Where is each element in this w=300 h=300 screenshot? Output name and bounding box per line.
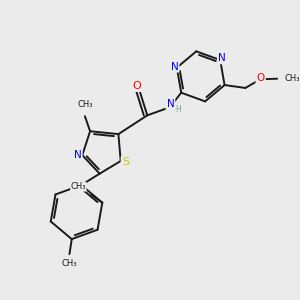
- Text: CH₃: CH₃: [62, 259, 77, 268]
- Text: H: H: [176, 105, 181, 114]
- Text: CH₃: CH₃: [77, 100, 93, 109]
- Text: CH₃: CH₃: [70, 182, 86, 191]
- Text: S: S: [122, 157, 129, 167]
- Text: N: N: [218, 53, 226, 63]
- Text: N: N: [74, 150, 82, 160]
- Text: O: O: [256, 73, 265, 83]
- Text: N: N: [167, 99, 174, 109]
- Text: O: O: [133, 81, 142, 91]
- Text: CH₃: CH₃: [284, 74, 300, 83]
- Text: N: N: [171, 61, 178, 71]
